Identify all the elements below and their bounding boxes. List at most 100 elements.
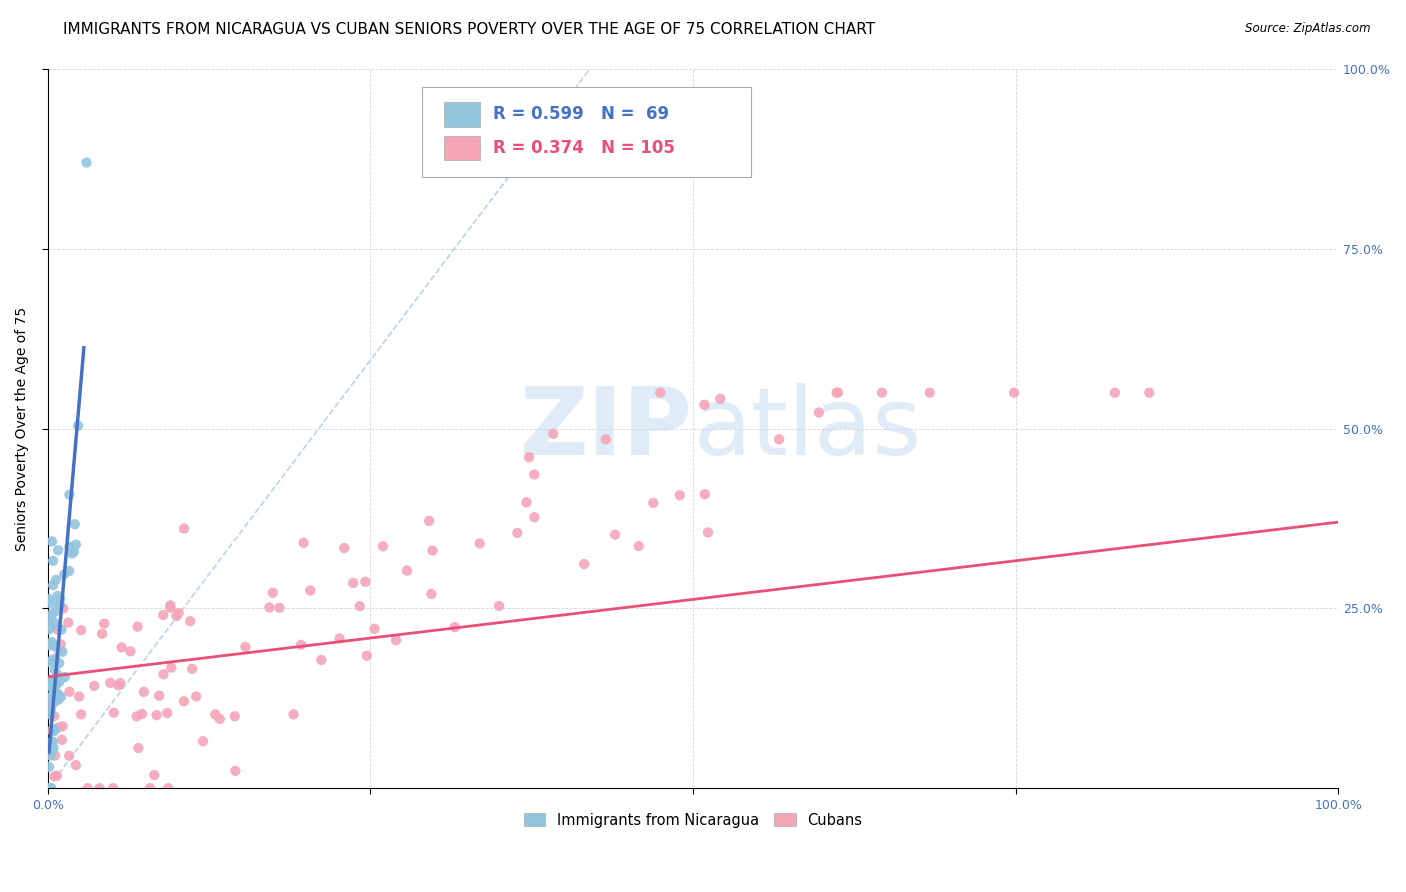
Point xyxy=(181,662,204,676)
Point xyxy=(53,670,76,684)
Point xyxy=(517,450,540,465)
Text: R = 0.374   N = 105: R = 0.374 N = 105 xyxy=(494,139,675,157)
Point xyxy=(292,535,315,549)
Point xyxy=(38,623,60,637)
Point xyxy=(38,679,60,693)
Point xyxy=(49,637,72,651)
Point xyxy=(38,674,60,689)
Point xyxy=(65,758,87,772)
Point xyxy=(650,385,672,400)
Point xyxy=(44,769,66,783)
Point xyxy=(44,604,66,618)
Point xyxy=(44,681,66,696)
Point xyxy=(44,663,66,677)
Point xyxy=(422,543,444,558)
Point xyxy=(768,433,790,447)
Point xyxy=(159,600,181,615)
Point xyxy=(38,615,60,630)
Point xyxy=(42,675,65,690)
Point xyxy=(160,660,183,674)
Point xyxy=(48,596,70,610)
Point xyxy=(38,781,60,796)
Point xyxy=(39,702,62,716)
Point xyxy=(46,543,69,558)
Point xyxy=(38,760,60,774)
Point xyxy=(668,488,690,502)
Point xyxy=(110,640,132,655)
Point xyxy=(65,538,87,552)
Point xyxy=(39,781,62,796)
Point xyxy=(1002,385,1025,400)
Point xyxy=(75,155,97,169)
Point xyxy=(39,707,62,722)
Point xyxy=(38,596,60,610)
Point xyxy=(506,525,529,540)
Point xyxy=(39,781,62,796)
Point xyxy=(156,706,179,720)
Point xyxy=(44,615,66,630)
Point xyxy=(42,688,65,702)
Y-axis label: Seniors Poverty Over the Age of 75: Seniors Poverty Over the Age of 75 xyxy=(15,307,30,550)
Point xyxy=(103,706,125,720)
Point xyxy=(107,678,129,692)
Point xyxy=(46,623,69,637)
Point xyxy=(51,623,73,637)
Point xyxy=(395,564,418,578)
Point xyxy=(48,656,70,670)
Point xyxy=(870,385,893,400)
Point xyxy=(235,640,257,654)
Point xyxy=(42,740,65,755)
Point xyxy=(41,743,63,757)
Point xyxy=(807,405,830,419)
Point xyxy=(356,648,378,663)
Point xyxy=(515,495,537,509)
Point xyxy=(283,707,305,722)
Point xyxy=(70,707,93,722)
Point xyxy=(44,651,66,665)
Point xyxy=(91,626,114,640)
Point xyxy=(693,398,716,412)
Point xyxy=(110,676,132,690)
Point xyxy=(70,624,93,638)
Point xyxy=(39,678,62,692)
Point xyxy=(83,679,105,693)
Point xyxy=(186,690,208,704)
Point xyxy=(157,781,180,796)
Point xyxy=(42,673,65,688)
Point xyxy=(93,616,115,631)
Point xyxy=(58,615,80,630)
Point xyxy=(48,674,70,689)
Point xyxy=(49,591,72,606)
Point xyxy=(468,536,491,550)
Point xyxy=(46,589,69,603)
Point xyxy=(918,385,941,400)
Point xyxy=(127,620,149,634)
Point xyxy=(45,573,67,587)
Point xyxy=(58,564,80,578)
Point xyxy=(66,418,89,433)
Point xyxy=(328,632,350,646)
Point xyxy=(38,638,60,652)
Point xyxy=(98,676,121,690)
Point xyxy=(143,768,166,782)
Point xyxy=(45,687,67,701)
Point xyxy=(46,687,69,701)
Point xyxy=(825,385,848,400)
Point xyxy=(131,706,153,721)
Point xyxy=(41,735,63,749)
Point xyxy=(420,587,443,601)
Point xyxy=(342,576,364,591)
Point xyxy=(44,639,66,653)
Point xyxy=(41,635,63,649)
Point xyxy=(49,598,72,612)
Point xyxy=(262,586,284,600)
Point xyxy=(224,764,246,778)
Point xyxy=(51,732,73,747)
Point xyxy=(51,719,73,733)
Text: IMMIGRANTS FROM NICARAGUA VS CUBAN SENIORS POVERTY OVER THE AGE OF 75 CORRELATIO: IMMIGRANTS FROM NICARAGUA VS CUBAN SENIO… xyxy=(63,22,876,37)
Point xyxy=(488,599,510,613)
Point xyxy=(1104,385,1126,400)
Point xyxy=(45,769,67,783)
Point xyxy=(45,678,67,692)
Point xyxy=(709,392,731,406)
